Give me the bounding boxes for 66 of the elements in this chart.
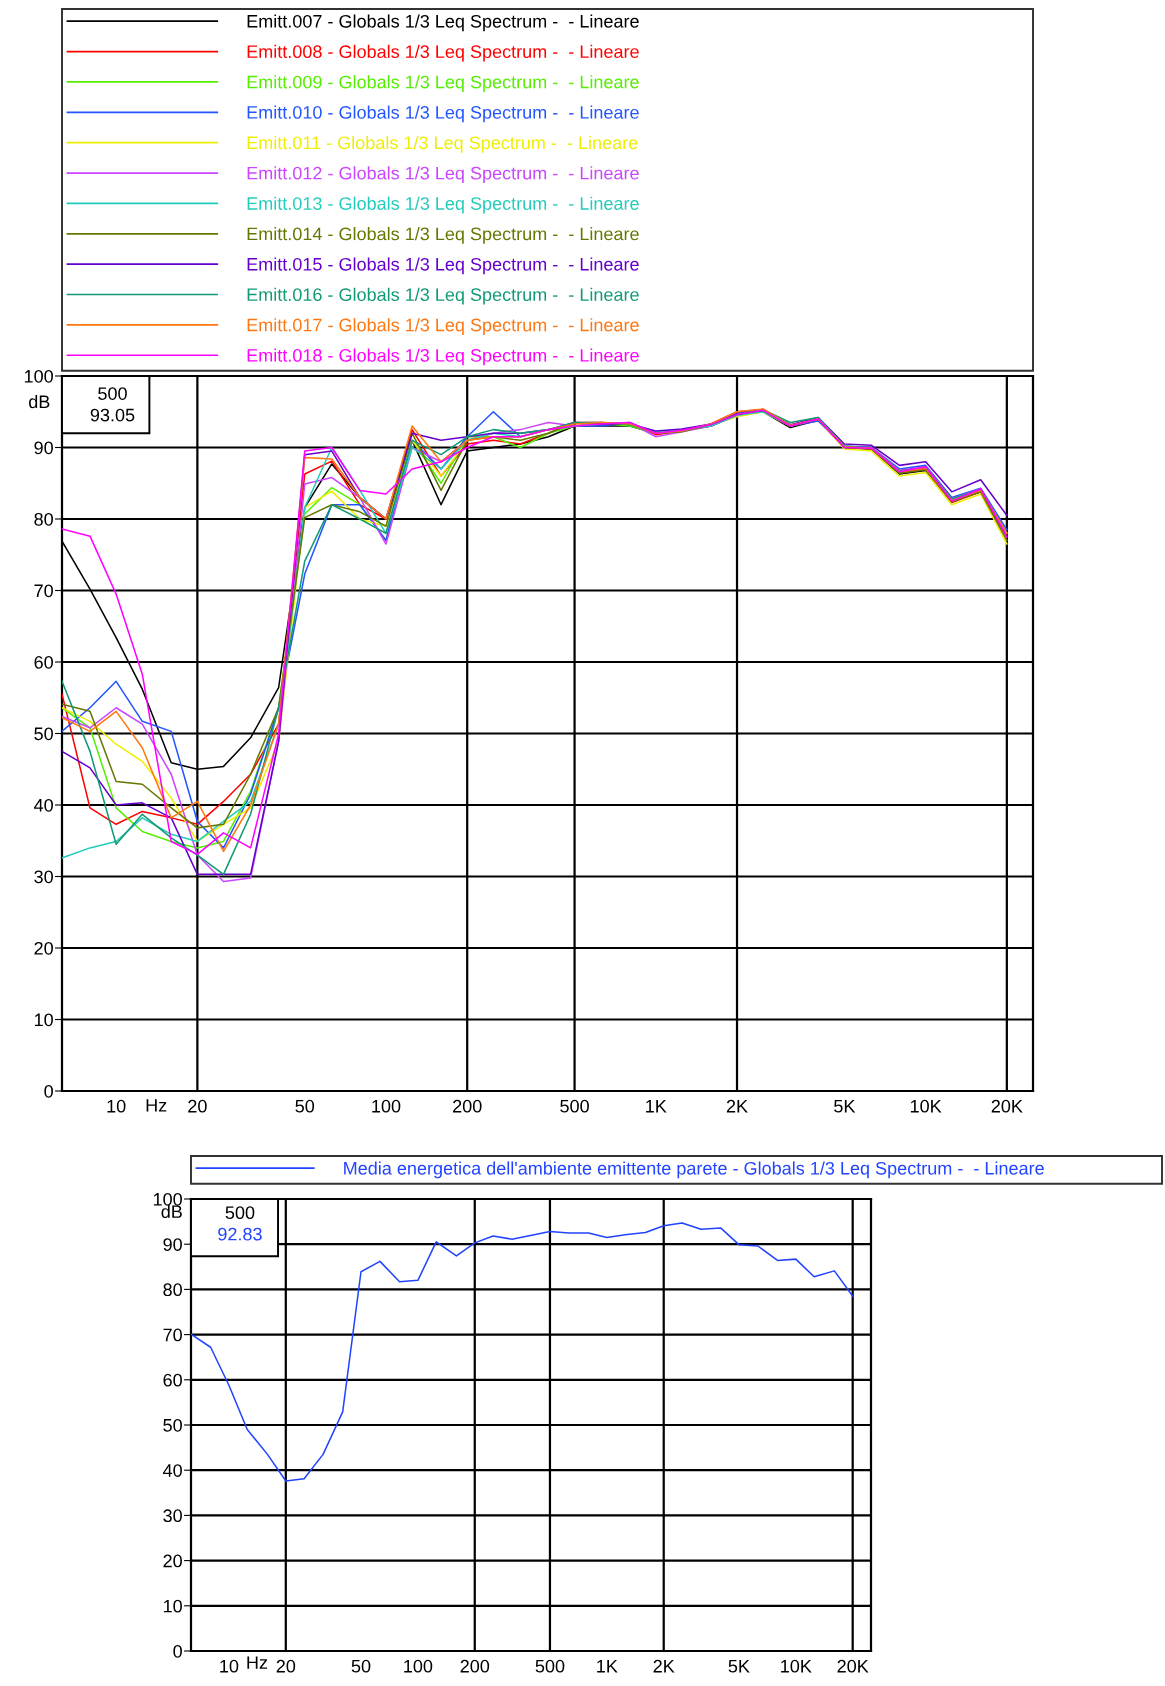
y-tick-label: 30 [34,870,53,884]
text: Emitt.016 - Globals 1/3 Leq Spectrum - - Lineare [247,287,639,305]
text: Emitt.013 - Globals 1/3 Leq Spectrum - - Lineare [247,196,639,214]
x-tick-label: 20 [188,1099,207,1113]
y-tick-label: 80 [163,1283,182,1297]
x-tick-label: 5K [728,1660,750,1673]
y-tick-label: 90 [163,1238,182,1251]
y-tick-label: 0 [44,1084,53,1098]
x-tick-label: 50 [351,1659,371,1673]
x-tick-label: 20 [276,1659,296,1673]
x-axis-title: Hz [247,1656,268,1669]
text: Emitt.018 - Globals 1/3 Leq Spectrum - - Lineare [247,348,639,366]
y-tick-label: 10 [163,1599,182,1613]
y-tick-label: 20 [163,1554,182,1568]
x-tick-label: 10 [220,1659,239,1673]
x-tick-label: 2K [726,1099,748,1113]
x-axis-title: Hz [146,1099,167,1112]
y-tick-label: 100 [153,1192,182,1206]
text: Media energetica dell'ambiente emittente parete - Globals 1/3 Leq Spectrum - - Lineare [344,1161,1044,1179]
annotation: 93.05 [90,408,135,422]
x-tick-label: 100 [372,1099,401,1113]
x-tick-label: 2K [653,1659,675,1673]
text: Emitt.008 - Globals 1/3 Leq Spectrum - - Lineare [247,44,639,62]
text: Emitt.007 - Globals 1/3 Leq Spectrum - - Lineare [247,14,639,32]
y-tick-label: 80 [34,512,53,526]
line-series [191,1222,854,1482]
y-tick-label: 50 [163,1418,182,1432]
x-tick-label: 500 [535,1659,565,1673]
x-tick-label: 5K [834,1100,856,1113]
x-tick-label: 1K [597,1660,618,1673]
y-tick-label: 40 [163,1464,182,1477]
text: Emitt.015 - Globals 1/3 Leq Spectrum - - Lineare [247,257,639,275]
y-tick-label: 70 [163,1328,182,1342]
text: Emitt.012 - Globals 1/3 Leq Spectrum - - Lineare [247,166,639,184]
text: Emitt.014 - Globals 1/3 Leq Spectrum - - Lineare [247,227,639,244]
text: Emitt.009 - Globals 1/3 Leq Spectrum - - Lineare [247,75,639,92]
y-tick-label: 60 [163,1373,182,1387]
x-tick-label: 50 [295,1099,315,1113]
annotation: 500 [225,1206,255,1220]
x-tick-label: 200 [460,1659,490,1673]
y-tick-label: 40 [34,798,53,812]
y-tick-label: 50 [34,727,53,741]
y-axis-title: dB [161,1204,182,1219]
x-tick-label: 20K [991,1099,1023,1113]
text: Emitt.011 - Globals 1/3 Leq Spectrum - - Lineare [247,135,638,153]
y-tick-label: 100 [24,369,53,383]
x-tick-label: 1K [646,1100,667,1113]
x-tick-label: 10 [107,1099,126,1113]
y-tick-label: 30 [163,1509,182,1523]
y-tick-label: 70 [34,584,53,598]
x-tick-label: 500 [560,1099,589,1113]
x-tick-label: 10K [910,1099,942,1113]
text: Emitt.010 - Globals 1/3 Leq Spectrum - - Lineare [247,105,639,123]
y-tick-label: 20 [34,941,53,955]
y-tick-label: 10 [34,1013,53,1027]
x-tick-label: 100 [404,1659,433,1673]
x-tick-label: 200 [453,1099,482,1113]
y-axis-title: dB [29,394,50,409]
y-tick-label: 60 [34,655,53,669]
annotation: 92.83 [218,1227,262,1241]
x-tick-label: 20K [837,1659,869,1673]
text: Emitt.017 - Globals 1/3 Leq Spectrum - - Lineare [247,318,639,335]
y-tick-label: 0 [173,1644,182,1658]
annotation: 500 [98,387,127,400]
y-tick-label: 90 [34,441,53,455]
x-tick-label: 10K [781,1659,812,1673]
